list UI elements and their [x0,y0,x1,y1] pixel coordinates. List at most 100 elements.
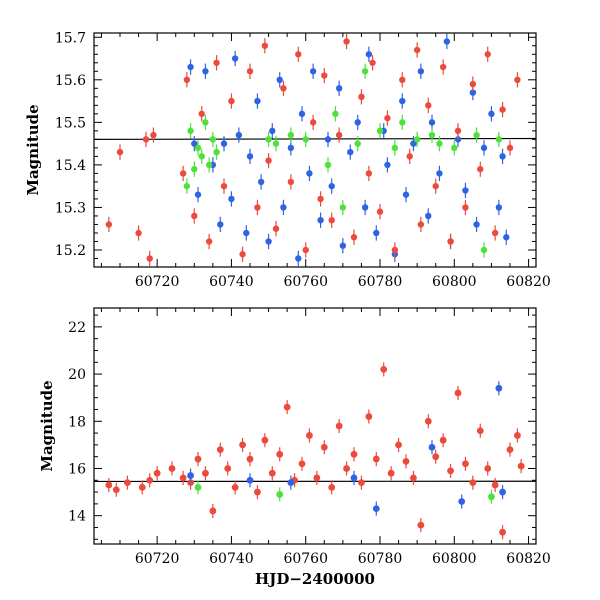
top-data-point [324,157,332,173]
top-data-point [399,93,406,109]
bottom-data-point [209,503,217,519]
bottom-x-tick-label: 60740 [209,551,254,567]
top-data-point [265,152,272,169]
top-data-point [309,114,317,131]
bottom-data-point [343,461,350,476]
top-y-tick-label: 15.4 [55,158,86,174]
top-data-point [477,161,484,177]
top-data-point [231,50,239,67]
top-x-tick-label: 60820 [506,274,551,290]
top-data-point [302,131,309,148]
top-data-point [484,46,491,62]
bottom-data-point [380,362,388,377]
bottom-data-point [488,489,495,504]
bottom-data-point [499,485,506,500]
bottom-data-point [350,447,358,462]
bottom-data-point [298,456,306,471]
top-data-point [425,97,432,113]
top-plot-area [94,33,536,267]
top-data-point [495,199,503,216]
top-data-point [473,127,480,143]
top-data-point [191,135,198,152]
top-data-point [488,106,495,122]
top-y-tick-label: 15.7 [55,30,86,46]
top-data-point [246,63,254,79]
bottom-data-point [506,442,514,457]
bottom-data-point [476,423,484,438]
top-y-tick-label: 15.3 [55,200,86,216]
top-y-tick-label: 15.6 [55,73,86,89]
bottom-data-point [439,433,447,448]
top-data-point [373,225,380,241]
bottom-data-point [499,525,506,540]
top-data-point [376,123,384,139]
bottom-data-point [283,400,291,415]
top-data-point [205,157,213,173]
top-axis-ticks: 60720 60740 60760 60780 60800 60820 15.2 15.3 15… [55,30,551,290]
bottom-data-point [395,437,402,452]
top-data-point [391,242,399,258]
bottom-data-point [194,480,202,495]
bottom-data-point [246,473,254,488]
top-data-point [335,127,343,143]
top-data-point [354,135,361,152]
bottom-data-point [517,459,525,474]
top-data-point [298,106,306,122]
top-data-point [425,208,432,224]
top-data-point [417,63,425,79]
top-x-tick-label: 60740 [209,274,254,290]
bottom-data-point [458,494,466,509]
top-data-point [480,140,488,156]
top-data-point [428,114,436,131]
bottom-data-point [462,456,469,471]
top-data-point [332,106,339,122]
top-data-point [384,110,391,126]
top-data-point [413,131,421,148]
top-data-point [402,187,410,203]
bottom-data-point [417,518,425,533]
bottom-y-tick-label: 16 [68,461,86,477]
top-data-point [413,42,421,58]
top-data-point [246,148,254,165]
top-data-point [495,131,503,148]
bottom-data-point [320,440,328,455]
bottom-data-point [179,470,187,485]
top-data-point [406,148,413,165]
bottom-data-point [491,477,499,493]
top-data-point [287,127,295,143]
bottom-data-point [424,414,432,429]
bottom-data-point [428,440,436,455]
top-data-point [142,131,150,148]
top-data-point [384,157,391,173]
top-data-point [220,135,228,152]
top-data-point [335,80,343,96]
top-data-point [272,135,280,152]
bottom-data-point [105,477,113,493]
bottom-x-tick-label: 60800 [432,551,477,567]
top-data-point [287,174,295,190]
top-data-point [361,63,369,79]
top-data-point [369,55,376,71]
bottom-data-point [365,409,373,424]
bottom-data-point [146,473,154,488]
bottom-data-point [514,428,521,443]
top-data-point [361,199,369,216]
bottom-data-point [254,485,261,500]
top-trend-line [94,137,536,140]
top-data-point [343,33,350,50]
top-data-point [254,93,261,109]
top-data-point [257,174,265,190]
bottom-plot-frame [93,307,537,545]
top-x-tick-label: 60800 [432,274,477,290]
bottom-data-point [239,437,246,452]
bottom-y-tick-label: 14 [68,509,86,525]
top-data-point [306,165,313,182]
top-data-point [235,127,243,143]
bottom-data-point [276,447,284,462]
top-data-point [135,225,142,241]
top-data-point [339,238,347,254]
top-data-point [376,204,384,220]
top-data-point [399,114,406,131]
top-data-point [146,250,153,267]
top-data-point [499,148,506,165]
